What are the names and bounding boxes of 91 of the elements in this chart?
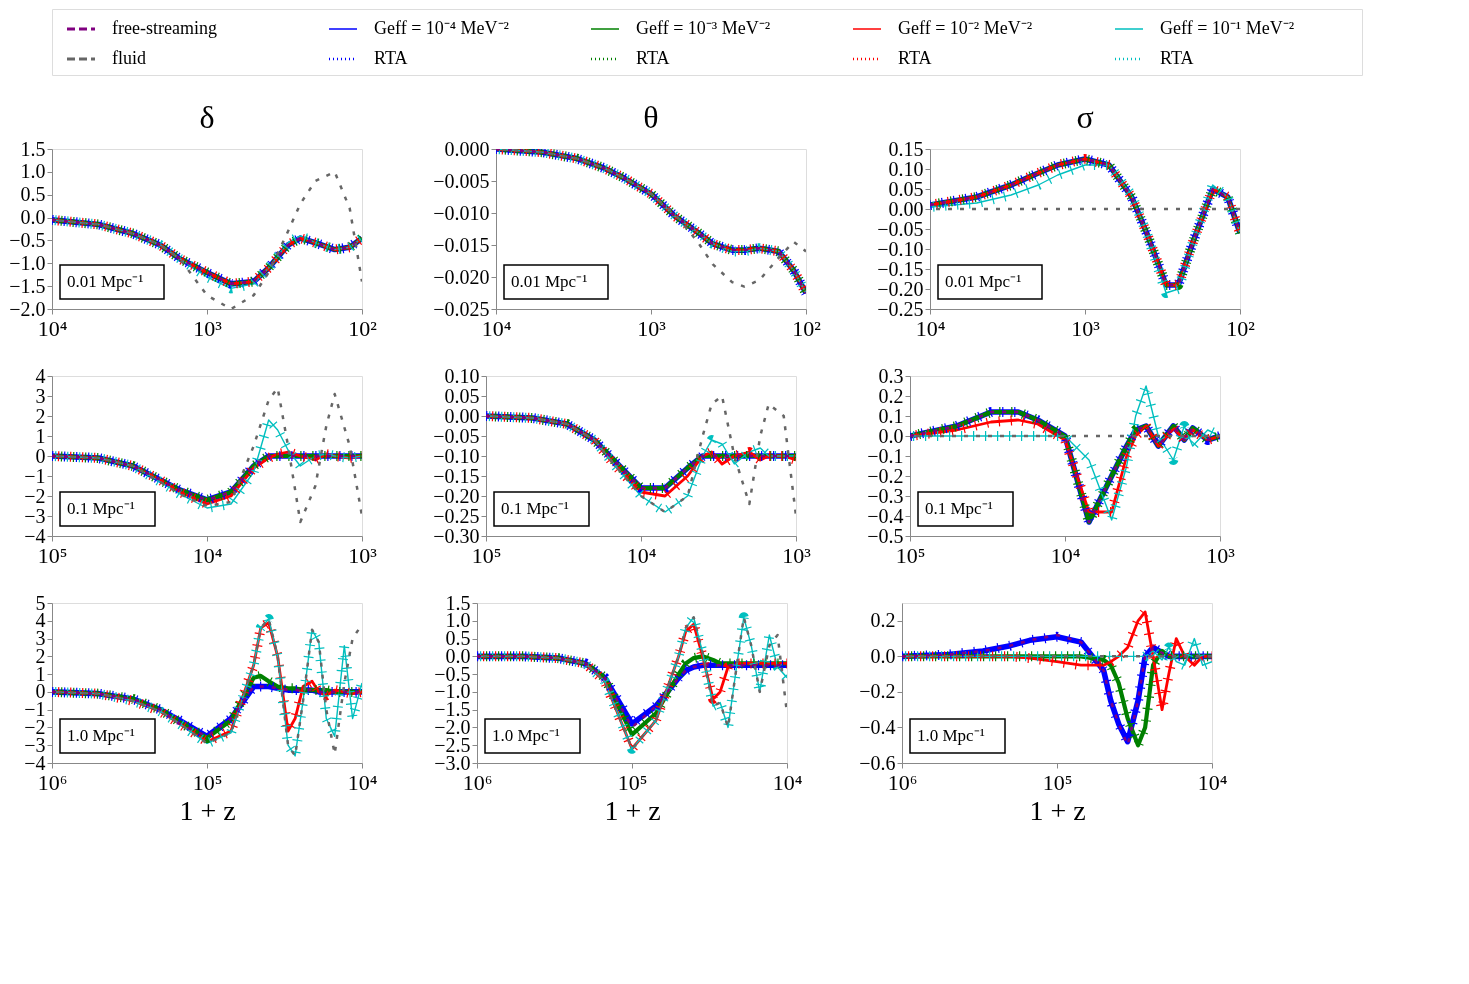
x-tick-label: 10² [1226, 315, 1256, 341]
y-tick-label: −0.4 [859, 715, 896, 738]
y-tick-label: 0.15 [888, 137, 924, 160]
y-tick-label: −3 [24, 504, 46, 527]
y-tick-label: −0.2 [867, 464, 904, 487]
y-tick-label: 0.1 [878, 404, 904, 427]
y-tick-label: 0.0 [20, 206, 46, 229]
y-tick-label: 0.2 [878, 384, 904, 407]
x-axis-title: 1 + z [604, 794, 661, 826]
y-tick-label: −0.15 [877, 257, 924, 280]
chart-title: δ [199, 99, 215, 135]
x-axis-title: 1 + z [179, 794, 236, 826]
y-tick-label: 0.2 [870, 609, 896, 632]
y-tick-label: 0.05 [444, 384, 480, 407]
annotation: 0.1 Mpc⁻¹ [501, 499, 569, 518]
y-tick-label: 3 [35, 384, 46, 407]
y-tick-label: 0.3 [878, 364, 904, 387]
legend-label: Geff = 10⁻⁴ MeV⁻² [374, 18, 509, 38]
y-tick-label: 0.000 [444, 137, 490, 160]
y-tick-label: 0.0 [870, 644, 896, 667]
x-tick-label: 10³ [637, 315, 667, 341]
legend-label: Geff = 10⁻² MeV⁻² [898, 18, 1033, 38]
annotation: 1.0 Mpc⁻¹ [492, 726, 560, 745]
chart-title: θ [643, 99, 659, 135]
y-tick-label: −0.05 [877, 217, 924, 240]
y-tick-label: −0.1 [867, 444, 904, 467]
x-tick-label: 10⁵ [1042, 769, 1073, 795]
x-tick-label: 10³ [782, 542, 812, 568]
x-tick-label: 10⁴ [626, 542, 657, 568]
annotation: 0.01 Mpc⁻¹ [67, 272, 144, 291]
y-tick-label: −0.05 [433, 424, 480, 447]
x-tick-label: 10² [348, 315, 378, 341]
y-tick-label: −0.20 [433, 484, 480, 507]
x-axis-title: 1 + z [1029, 794, 1086, 826]
annotation: 0.01 Mpc⁻¹ [511, 272, 588, 291]
annotation: 0.1 Mpc⁻¹ [67, 499, 135, 518]
y-tick-label: −2 [24, 484, 46, 507]
y-tick-label: −0.10 [877, 237, 924, 260]
annotation: 1.0 Mpc⁻¹ [67, 726, 135, 745]
x-tick-label: 10⁴ [1197, 769, 1228, 795]
y-tick-label: −0.5 [9, 228, 46, 251]
y-tick-label: −0.005 [433, 169, 490, 192]
legend-label: Geff = 10⁻³ MeV⁻² [636, 18, 771, 38]
y-tick-label: 0.00 [888, 197, 924, 220]
y-tick-label: 0.5 [20, 183, 46, 206]
y-tick-label: 4 [35, 364, 46, 387]
y-tick-label: 0.10 [888, 157, 924, 180]
x-tick-label: 10⁴ [347, 769, 378, 795]
y-tick-label: −0.015 [433, 233, 490, 256]
y-tick-label: −0.10 [433, 444, 480, 467]
chart-title: σ [1076, 99, 1094, 135]
y-tick-label: −0.25 [433, 504, 480, 527]
x-tick-label: 10³ [1206, 542, 1236, 568]
y-tick-label: 0.00 [444, 404, 480, 427]
x-tick-label: 10³ [193, 315, 223, 341]
x-tick-label: 10³ [348, 542, 378, 568]
y-tick-label: 1.5 [20, 137, 46, 160]
legend-label: free-streaming [112, 18, 217, 38]
y-tick-label: −0.2 [859, 680, 896, 703]
y-tick-label: 1.0 [20, 160, 46, 183]
y-tick-label: −0.020 [433, 265, 490, 288]
legend-label: Geff = 10⁻¹ MeV⁻² [1160, 18, 1295, 38]
annotation: 0.01 Mpc⁻¹ [945, 272, 1022, 291]
y-tick-label: −0.4 [867, 504, 904, 527]
x-tick-label: 10⁵ [617, 769, 648, 795]
legend-label: RTA [636, 48, 670, 68]
x-tick-label: 10⁴ [772, 769, 803, 795]
y-tick-label: −1 [24, 464, 46, 487]
y-tick-label: 0.0 [878, 424, 904, 447]
annotation: 0.1 Mpc⁻¹ [925, 499, 993, 518]
y-tick-label: 1 [35, 424, 46, 447]
y-tick-label: −1.5 [9, 274, 46, 297]
legend-label: RTA [374, 48, 408, 68]
x-tick-label: 10⁴ [192, 542, 223, 568]
legend-label: RTA [1160, 48, 1194, 68]
x-tick-label: 10² [792, 315, 822, 341]
x-tick-label: 10⁵ [192, 769, 223, 795]
y-tick-label: 0.10 [444, 364, 480, 387]
y-tick-label: −0.20 [877, 277, 924, 300]
annotation: 1.0 Mpc⁻¹ [917, 726, 985, 745]
y-tick-label: −0.15 [433, 464, 480, 487]
y-tick-label: −0.010 [433, 201, 490, 224]
legend-label: fluid [112, 48, 146, 68]
y-tick-label: 2 [35, 404, 46, 427]
y-tick-label: −1.0 [9, 251, 46, 274]
y-tick-label: 0.05 [888, 177, 924, 200]
y-tick-label: −0.3 [867, 484, 904, 507]
legend-label: RTA [898, 48, 932, 68]
x-tick-label: 10³ [1071, 315, 1101, 341]
y-tick-label: 0 [35, 444, 46, 467]
x-tick-label: 10⁴ [1050, 542, 1081, 568]
